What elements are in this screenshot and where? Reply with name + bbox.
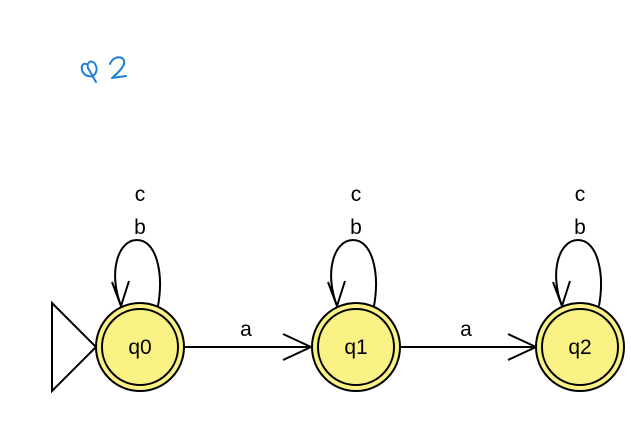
self-loop-q0: c b [111,183,161,310]
start-arrow [51,300,98,394]
state-q0-label: q0 [128,336,151,359]
self-loop-q0-label-c: c [135,183,146,206]
state-q2-label: q2 [568,336,591,359]
edge-q1-q2: a [400,318,539,361]
self-loop-q2-label-b: b [574,216,586,239]
self-loop-q2-label-c: c [575,183,586,206]
edge-label-q1-q2: a [460,318,472,341]
self-loop-q2: c b [552,183,602,310]
edge-label-q0-q1: a [240,318,252,341]
state-q2: q2 [535,302,625,392]
state-q1: q1 [311,302,401,392]
handwritten-annotation: Q2 [80,56,127,83]
self-loop-q1-label-b: b [350,216,362,239]
self-loop-q1-label-c: c [351,183,362,206]
annotation-text: Q2 [104,69,106,71]
self-loop-q0-label-b: b [134,216,146,239]
edge-q0-q1: a [185,318,314,361]
self-loop-q1: c b [327,183,377,310]
state-q0: q0 [95,302,185,392]
state-q1-label: q1 [344,336,367,359]
